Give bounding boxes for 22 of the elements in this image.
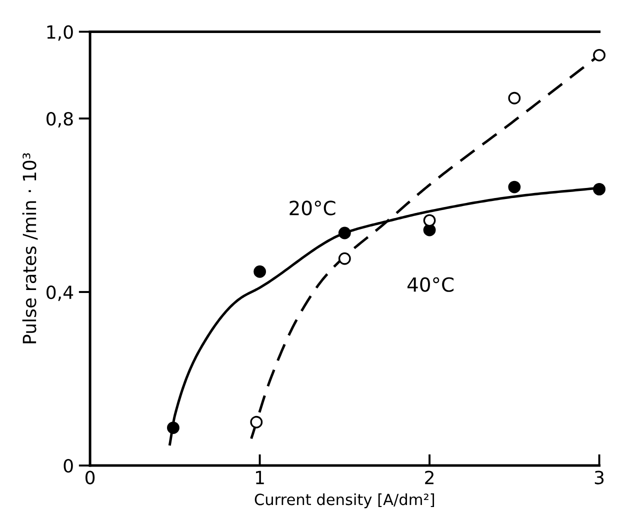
point xyxy=(338,226,351,240)
point xyxy=(338,252,351,265)
point xyxy=(508,92,521,104)
series-label: 20°C xyxy=(290,200,336,216)
y-tick-label: 0,8 xyxy=(46,112,73,128)
point xyxy=(593,182,606,196)
x-tick-label: 2 xyxy=(425,470,434,484)
point xyxy=(167,422,180,434)
y-tick-label: 0 xyxy=(64,458,73,473)
point xyxy=(250,416,263,428)
x-axis-title: Current density [A/dm²] xyxy=(254,493,434,508)
y-axis-title: Pulse rates /min · 10³ xyxy=(22,153,38,344)
point xyxy=(593,48,606,62)
x-tick-label: 0 xyxy=(85,470,95,484)
point xyxy=(254,265,266,278)
y-tick-label: 0,4 xyxy=(46,285,74,301)
x-tick-label: 3 xyxy=(594,470,604,484)
text: 40°C xyxy=(407,277,454,292)
x-tick-label: 1 xyxy=(256,470,264,484)
y-tick-label: 1,0 xyxy=(47,25,73,41)
point xyxy=(423,214,436,227)
point xyxy=(508,180,521,194)
